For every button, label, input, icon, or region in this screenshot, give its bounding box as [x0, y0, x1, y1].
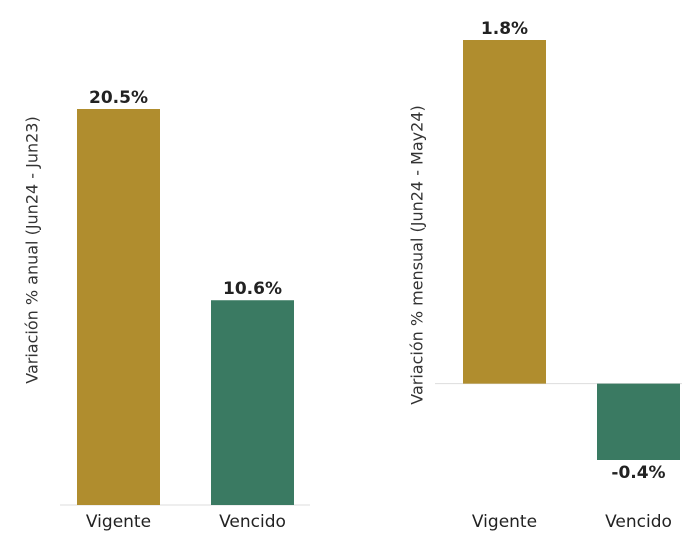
value-label: 10.6% — [223, 279, 282, 299]
category-label: Vencido — [219, 512, 286, 532]
value-label: 20.5% — [89, 88, 148, 108]
category-label: Vigente — [86, 512, 151, 532]
y-axis-label: Variación % anual (Jun24 - Jun23) — [23, 116, 42, 383]
bar — [463, 40, 546, 384]
y-axis-label: Variación % mensual (Jun24 - May24) — [408, 105, 427, 405]
category-label: Vencido — [605, 512, 672, 532]
bar — [77, 109, 160, 505]
category-label: Vigente — [472, 512, 537, 532]
bar — [597, 383, 680, 460]
bar — [211, 300, 294, 505]
value-label: -0.4% — [611, 463, 665, 483]
value-label: 1.8% — [481, 19, 528, 39]
